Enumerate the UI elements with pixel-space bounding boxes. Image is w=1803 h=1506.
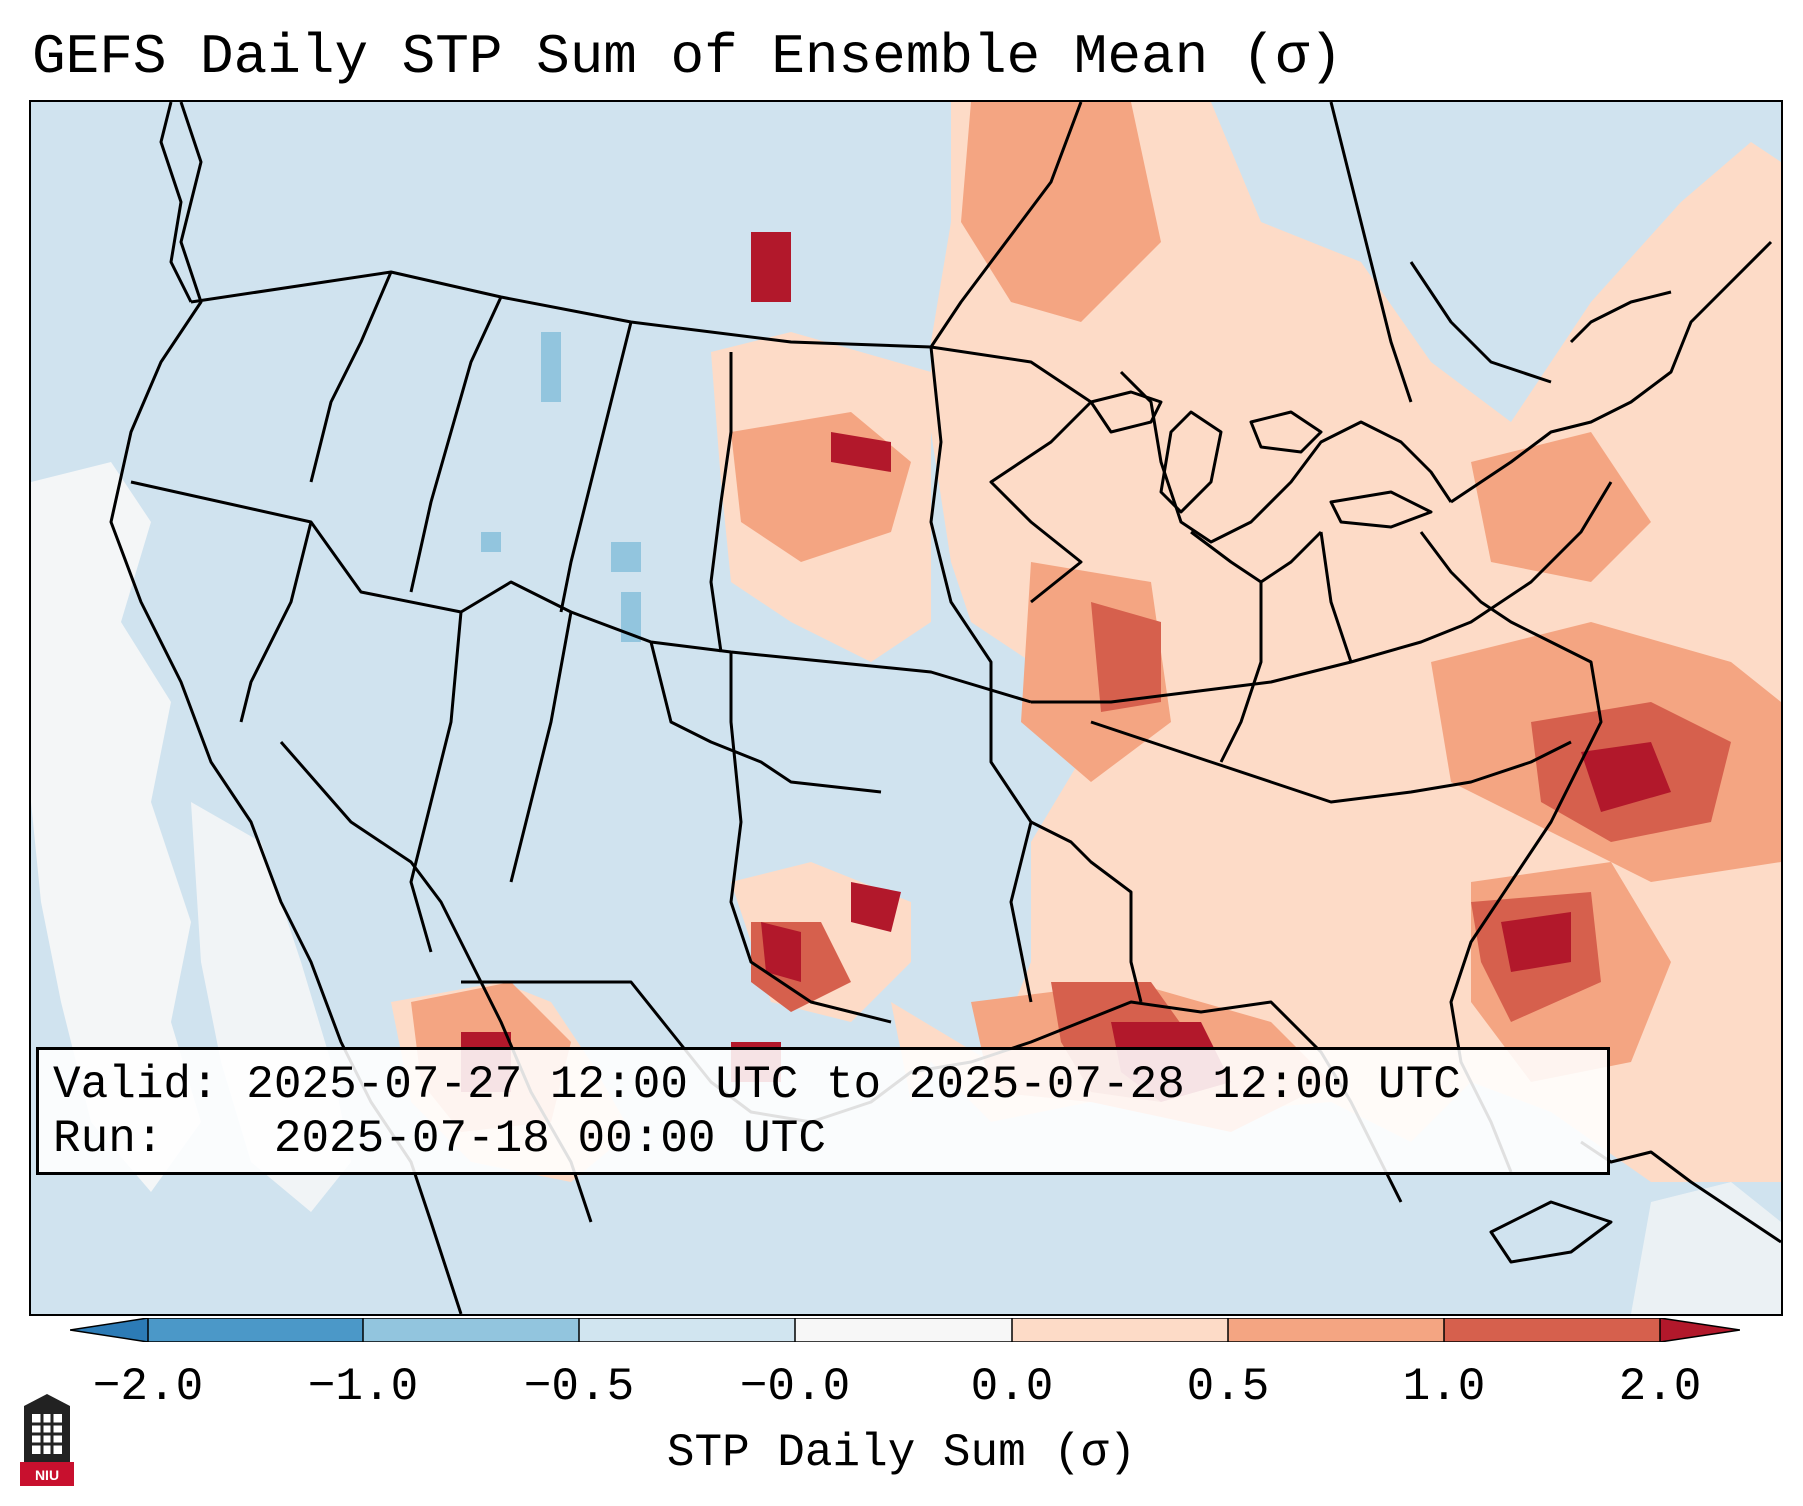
validity-info-box: Valid: 2025-07-27 12:00 UTC to 2025-07-2…: [36, 1047, 1610, 1175]
colorbar-bin: [1228, 1318, 1444, 1342]
colorbar-extend-high: [1660, 1318, 1740, 1342]
colorbar-tick: −1.0: [307, 1361, 419, 1413]
run-label: Run:: [53, 1113, 164, 1165]
map-panel: [29, 100, 1783, 1316]
valid-value: 2025-07-27 12:00 UTC to 2025-07-28 12:00…: [246, 1059, 1461, 1111]
chart-title: GEFS Daily STP Sum of Ensemble Mean (σ): [32, 25, 1343, 89]
logo-badge: [20, 1462, 74, 1486]
colorbar-bin: [363, 1318, 579, 1342]
run-value: 2025-07-18 00:00 UTC: [273, 1113, 826, 1165]
valid-label: Valid:: [53, 1059, 219, 1111]
colorbar-bin: [1012, 1318, 1228, 1342]
logo-text: NIU: [35, 1467, 59, 1483]
colorbar-bin: [1444, 1318, 1660, 1342]
colorbar-bin: [148, 1318, 363, 1342]
colorbar-tick: −0.0: [739, 1361, 851, 1413]
colorbar-tick: −0.5: [523, 1361, 635, 1413]
colorbar-tick: 0.5: [1186, 1361, 1270, 1413]
colorbar-extend-low: [70, 1318, 148, 1342]
colorbar-bin: [579, 1318, 795, 1342]
colorbar-tick: −2.0: [92, 1361, 204, 1413]
colorbar-label: STP Daily Sum (σ): [666, 1427, 1137, 1479]
colorbar-tick: 1.0: [1402, 1361, 1486, 1413]
colorbar-tick: 0.0: [970, 1361, 1054, 1413]
colorbar: [70, 1318, 1740, 1342]
niu-logo: NIU: [20, 1394, 74, 1486]
colorbar-tick: 2.0: [1618, 1361, 1702, 1413]
colorbar-bin: [795, 1318, 1012, 1342]
